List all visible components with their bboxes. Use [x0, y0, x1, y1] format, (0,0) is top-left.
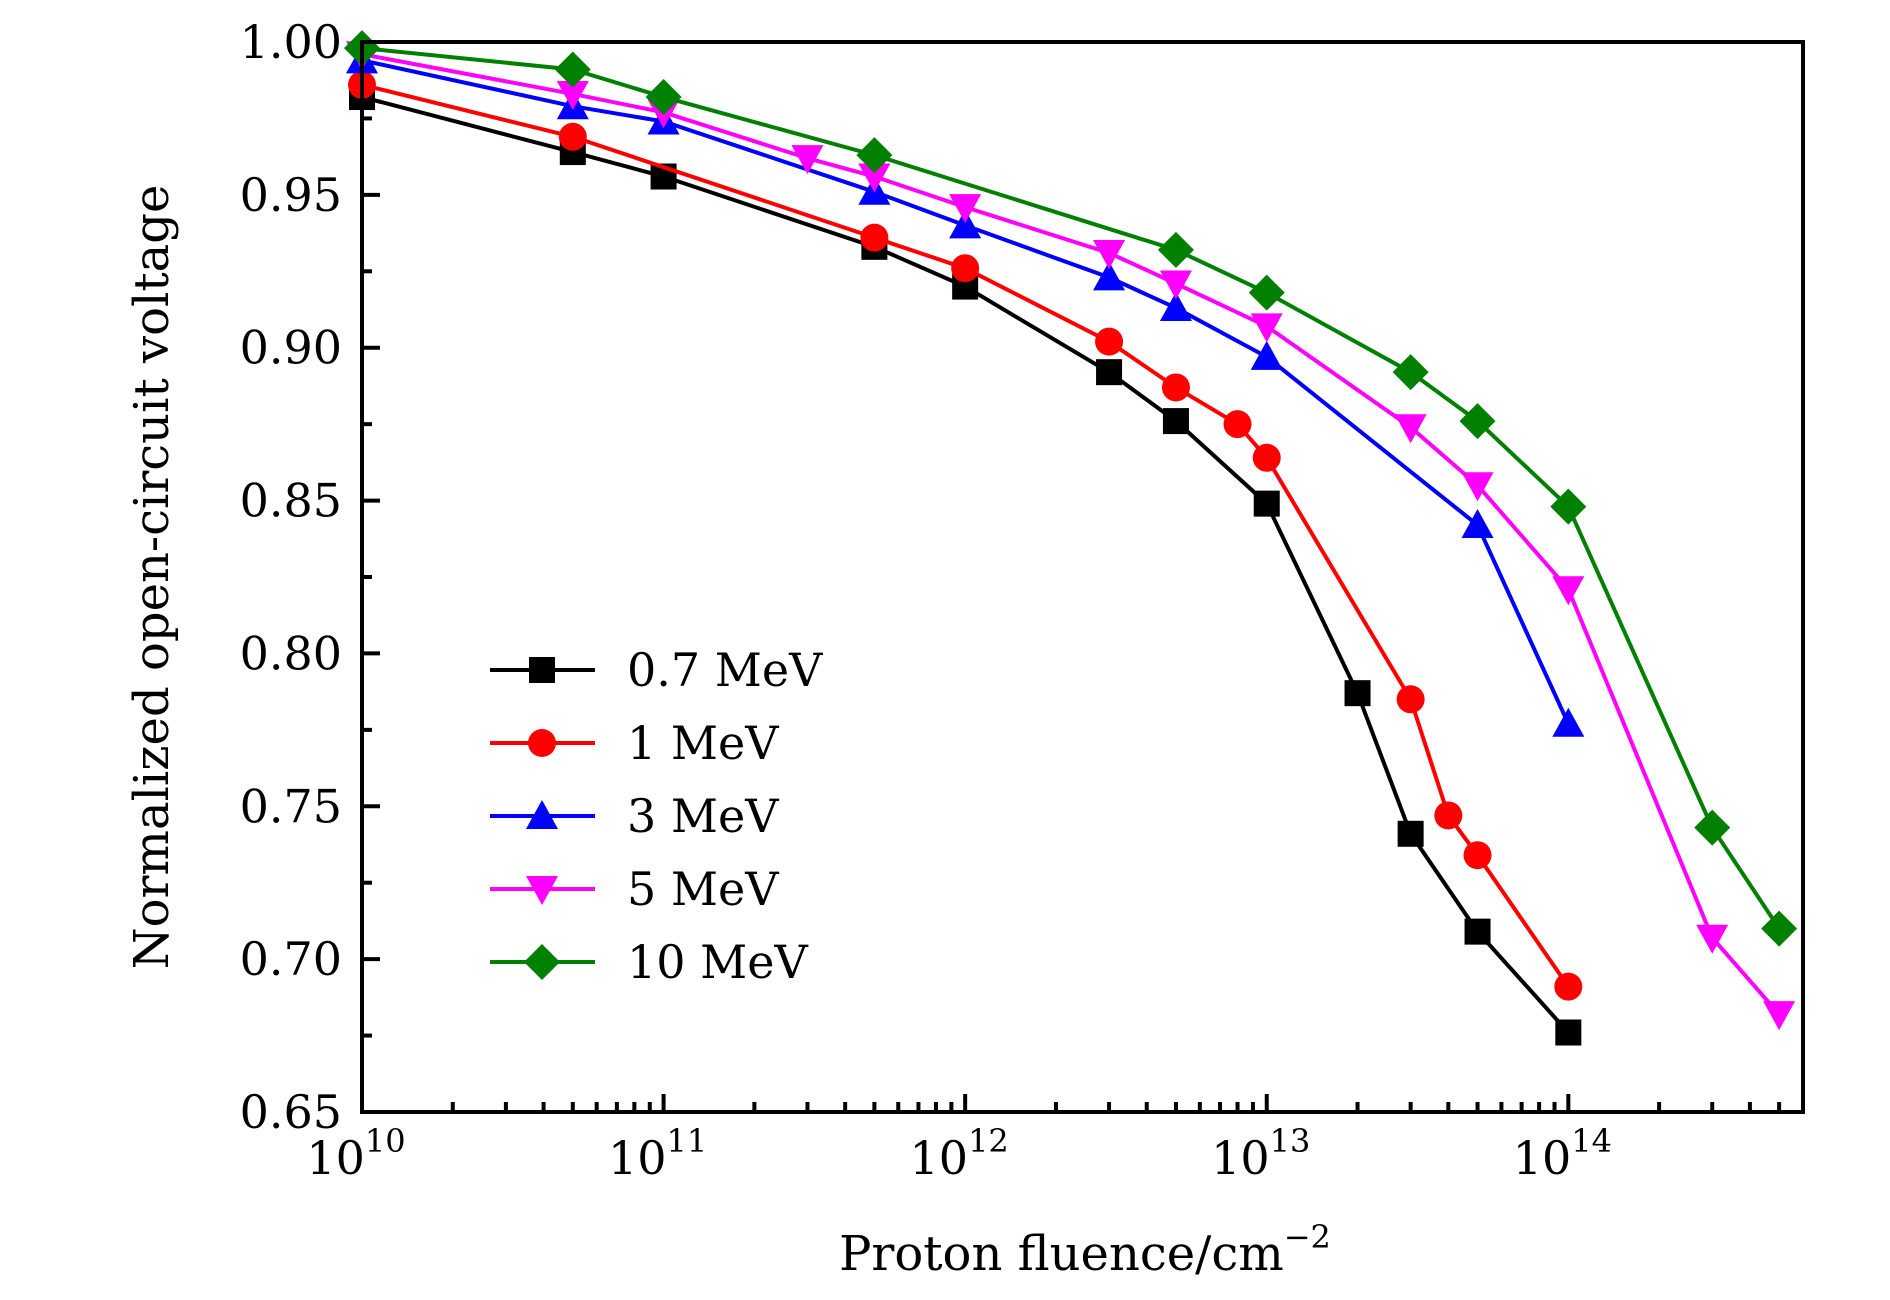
data-point — [1396, 685, 1425, 714]
x-axis-label: Proton fluence/cm−2 — [839, 1218, 1331, 1282]
data-point — [1252, 443, 1281, 472]
y-tick-label: 1.00 — [240, 15, 342, 69]
plot-frame — [360, 40, 1805, 1114]
legend-item: 10 MeV — [490, 935, 808, 989]
y-axis-label: Normalized open-circuit voltage — [124, 185, 180, 970]
legend-item: 3 MeV — [490, 789, 779, 843]
y-tick-label: 0.75 — [240, 779, 342, 833]
y-tick-label: 0.65 — [240, 1085, 342, 1139]
legend-label: 3 MeV — [627, 789, 779, 843]
x-axis-label-text: Proton fluence/cm — [839, 1226, 1284, 1282]
data-point — [1461, 472, 1494, 502]
data-point — [860, 223, 889, 252]
plot-area — [344, 30, 1798, 1046]
x-tick-label: 1010 — [306, 1122, 405, 1185]
legend: 0.7 MeV 1 MeV 3 MeV 5 MeV 10 MeV — [490, 643, 823, 989]
legend-marker — [526, 800, 558, 829]
data-point — [1394, 414, 1427, 444]
data-point — [1555, 1019, 1582, 1046]
data-point — [554, 51, 591, 88]
data-point — [1694, 809, 1731, 846]
data-point — [1552, 576, 1585, 606]
data-point — [1157, 231, 1194, 268]
x-tick-label: 1011 — [608, 1122, 707, 1185]
legend-marker — [526, 876, 558, 905]
data-point — [1248, 274, 1285, 311]
data-point — [1095, 327, 1124, 356]
data-point — [1250, 313, 1283, 343]
x-axis-label-exponent: −2 — [1284, 1218, 1331, 1256]
x-tick-label: 1014 — [1513, 1122, 1612, 1185]
data-point — [1159, 291, 1192, 321]
data-point — [1096, 359, 1123, 386]
legend-item: 5 MeV — [490, 862, 779, 916]
legend-label: 10 MeV — [627, 935, 808, 989]
data-point — [1550, 488, 1587, 525]
data-point — [1392, 354, 1429, 391]
data-point — [1459, 403, 1496, 440]
data-point — [1223, 410, 1252, 439]
y-tick-label: 0.90 — [240, 321, 342, 375]
data-point — [791, 145, 824, 175]
data-point — [556, 80, 589, 110]
y-tick-label: 0.80 — [240, 626, 342, 680]
series-line — [361, 46, 1781, 930]
legend-marker — [529, 657, 555, 683]
legend-marker — [528, 729, 556, 757]
data-point — [1696, 924, 1729, 954]
data-point — [645, 79, 682, 116]
legend-marker — [524, 944, 560, 980]
data-point — [1464, 918, 1491, 945]
legend-item: 1 MeV — [490, 716, 779, 770]
data-point — [1161, 373, 1190, 402]
data-point — [558, 122, 587, 151]
data-point — [1159, 270, 1192, 300]
data-point — [858, 163, 891, 193]
data-point — [949, 194, 982, 224]
data-point — [1093, 239, 1126, 269]
x-tick-label: 1013 — [1211, 1122, 1310, 1185]
data-point — [1761, 910, 1798, 947]
axes: 0.65 0.70 0.75 0.80 0.85 0.90 0.95 1.00 1010 1011… — [240, 15, 1805, 1185]
legend-label: 0.7 MeV — [627, 643, 823, 697]
legend-item: 0.7 MeV — [490, 643, 823, 697]
data-point — [1763, 1001, 1796, 1031]
y-tick-label: 0.85 — [240, 474, 342, 528]
data-point — [1093, 261, 1126, 291]
data-point — [856, 137, 893, 174]
data-point — [1463, 841, 1492, 870]
data-point — [1461, 509, 1494, 539]
series-3-mev — [346, 44, 1585, 737]
data-point — [1253, 490, 1280, 517]
series-line — [361, 95, 1570, 1034]
legend-label: 1 MeV — [627, 716, 779, 770]
data-point — [951, 254, 980, 283]
x-tick-label: 1012 — [910, 1122, 1009, 1185]
data-point — [1344, 680, 1371, 707]
series-5-mev — [346, 41, 1796, 1031]
series-1-mev — [348, 70, 1583, 1001]
series-10-mev — [344, 30, 1798, 947]
data-point — [1162, 408, 1189, 435]
y-tick-label: 0.95 — [240, 168, 342, 222]
series-line — [361, 58, 1571, 725]
data-point — [1434, 801, 1463, 830]
y-tick-label: 0.70 — [240, 932, 342, 986]
series-line — [361, 52, 1781, 1016]
data-point — [1250, 340, 1283, 370]
data-point — [1397, 820, 1424, 847]
data-point — [949, 209, 982, 239]
data-point — [1554, 972, 1583, 1001]
legend-label: 5 MeV — [627, 862, 779, 916]
data-point — [1552, 707, 1585, 737]
